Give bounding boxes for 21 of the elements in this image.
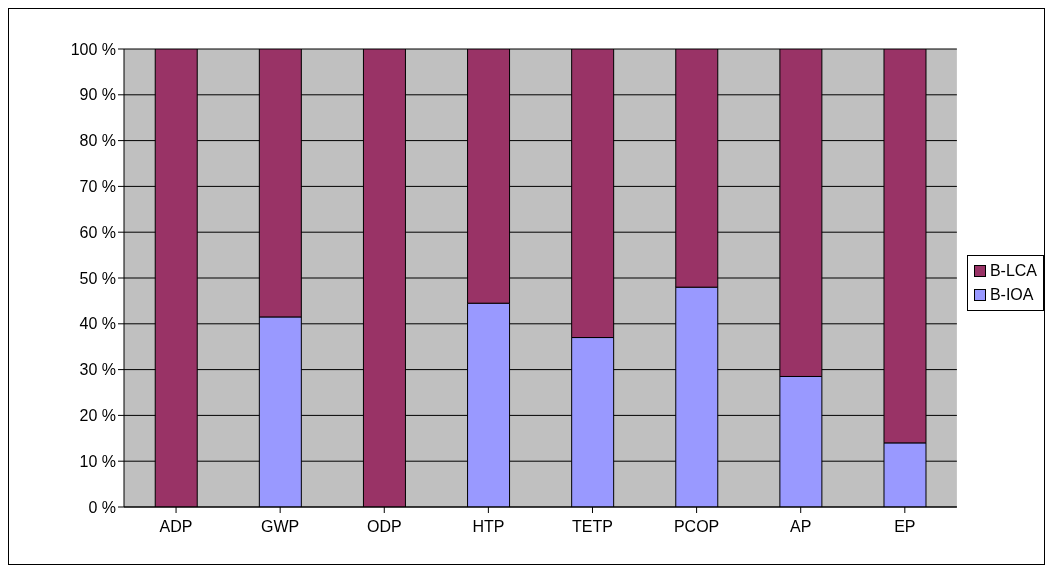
y-tick-label: 100 % [70, 40, 116, 58]
legend-label: B-IOA [988, 285, 1035, 305]
y-tick-label: 30 % [79, 361, 116, 379]
y-tick-label: 10 % [79, 452, 116, 470]
y-tick-label: 60 % [79, 223, 116, 241]
x-tick-label: PCOP [673, 518, 720, 536]
x-tick-label: TETP [572, 518, 613, 536]
y-tick-label: 80 % [79, 132, 116, 150]
y-tick-label: 20 % [79, 407, 116, 425]
legend-label: B-LCA [988, 261, 1037, 281]
y-tick-label: 40 % [79, 315, 116, 333]
y-tick-label: 70 % [79, 178, 116, 196]
x-tick-label: EP [894, 518, 916, 536]
x-tick-label: GWP [261, 518, 300, 536]
x-tick-label: HTP [472, 518, 505, 536]
y-tick-label: 50 % [79, 269, 116, 287]
x-tick-label: ODP [366, 518, 402, 536]
x-tick-label: AP [790, 518, 812, 536]
y-tick-label: 0 % [88, 498, 116, 516]
x-tick-label: ADP [159, 518, 193, 536]
y-tick-label: 90 % [79, 86, 116, 104]
